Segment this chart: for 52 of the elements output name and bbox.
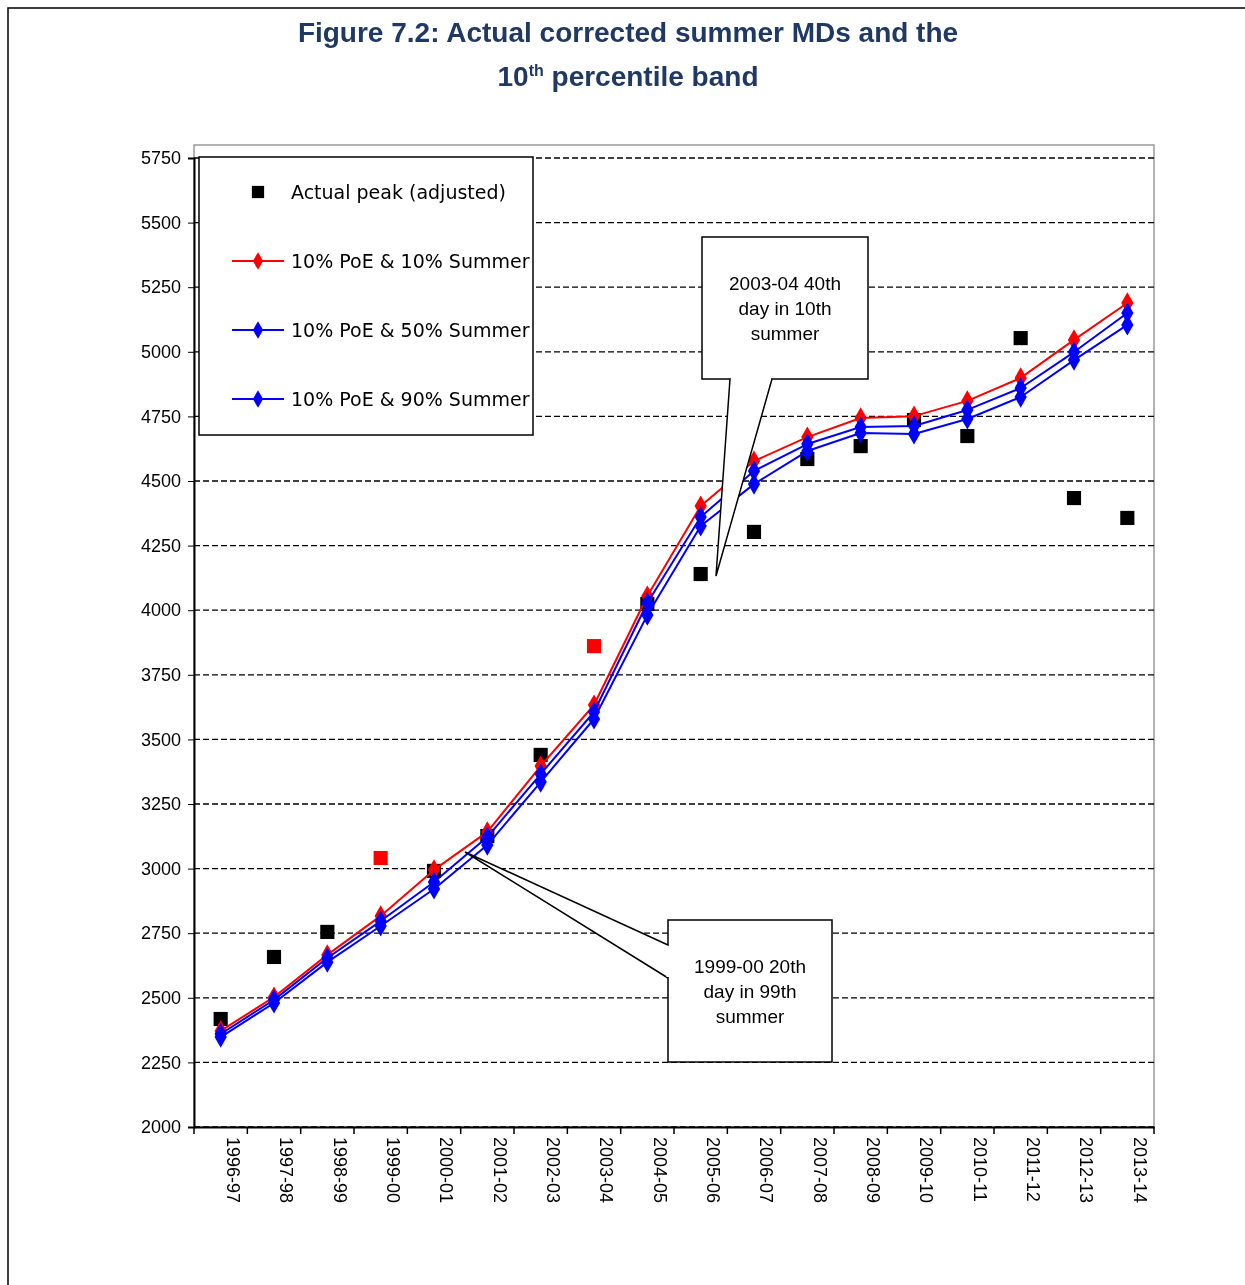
y-tick-label: 2000 [140,1117,181,1138]
point [266,949,282,965]
x-tick-label: 1999-00 [382,1137,403,1204]
x-tick-label: 1996-97 [222,1137,243,1204]
annotation: 1999-00 20th day in 99th summer [694,956,806,1027]
point [1120,510,1135,526]
point [960,428,975,444]
x-tick-label: 2001-02 [489,1137,510,1204]
y-tick-label: 2500 [140,988,181,1009]
y-tick-label: 3750 [140,665,181,686]
chart-title: Figure 7.2: Actual corrected summer MDs and the 10$^{th}$ percentile band [296,16,960,95]
legend-label: 10% PoE & 10% Summer [291,250,530,272]
x-tick-label: 2003-04 [596,1137,617,1204]
legend-label: Actual peak (adjusted) [291,181,506,203]
y-tick-label: 4000 [140,600,181,621]
point [853,439,868,454]
y-tick-label: 5000 [140,342,181,363]
annotation: 2003-04 40th day in 10th summer [729,273,841,344]
y-tick-label: 2250 [140,1052,181,1073]
x-tick-label: 2007-08 [809,1137,830,1204]
y-tick-label: 5750 [140,148,181,169]
x-tick-label: 2002-03 [542,1137,563,1204]
y-tick-label: 3000 [140,858,181,879]
y-tick-label: 3250 [140,794,181,815]
y-tick-label: 4750 [140,406,181,427]
y-tick-label: 4500 [140,471,181,492]
callout: 1999-00 20th day in 99th summer [464,851,833,1063]
point [746,524,762,539]
legend-label: 10% PoE & 50% Summer [291,319,530,341]
y-tick-label: 4250 [140,535,181,556]
point [693,566,708,582]
x-tick-label: 2013-14 [1129,1137,1150,1204]
x-tick-label: 2009-10 [916,1137,937,1204]
point [320,924,335,939]
x-tick-label: 2008-09 [862,1137,883,1204]
x-tick-label: 2005-06 [702,1137,723,1204]
x-tick-label: 2000-01 [436,1137,457,1204]
x-tick-label: 2010-11 [969,1137,990,1202]
point [1013,331,1028,346]
x-tick-label: 1997-98 [276,1137,297,1204]
callout: 2003-04 40th day in 10th summer [701,236,869,577]
y-tick-label: 5250 [140,277,181,298]
x-tick-label: 2012-13 [1076,1137,1097,1204]
y-tick-label: 2750 [140,923,181,944]
point [1066,490,1082,506]
x-tick-label: 2004-05 [649,1137,670,1204]
x-tick-label: 2006-07 [756,1137,777,1204]
x-tick-label: 1998-99 [329,1137,350,1204]
y-tick-label: 5500 [140,212,181,233]
y-tick-label: 3500 [140,729,181,750]
x-tick-label: 2011-12 [1022,1137,1043,1202]
legend-label: 10% PoE & 90% Summer [291,388,530,410]
